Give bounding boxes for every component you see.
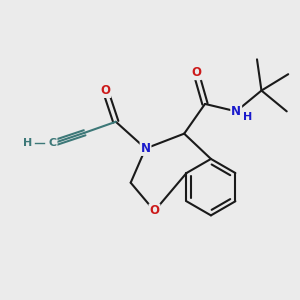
Text: O: O (191, 66, 201, 79)
Text: O: O (100, 84, 110, 97)
Text: H: H (243, 112, 252, 122)
Text: H: H (22, 139, 32, 148)
Text: O: O (149, 204, 160, 218)
Text: N: N (231, 105, 241, 118)
Text: C: C (48, 139, 57, 148)
Text: N: N (140, 142, 151, 155)
